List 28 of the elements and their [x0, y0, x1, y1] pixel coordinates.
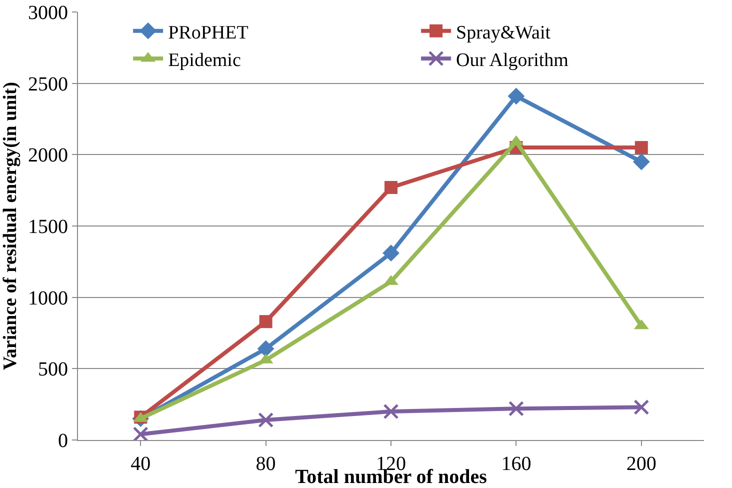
y-tick-label: 2000 — [28, 144, 68, 167]
point — [258, 412, 274, 428]
point — [508, 400, 524, 416]
y-axis-title: Variance of residual energy(in unit) — [0, 82, 21, 370]
x-tick-label: 40 — [130, 453, 151, 475]
point — [632, 153, 650, 170]
point — [508, 88, 525, 105]
y-tick-label: 3000 — [28, 2, 68, 24]
point — [259, 315, 272, 328]
y-tick-label: 0 — [58, 430, 68, 452]
x-tick-label: 160 — [501, 453, 532, 475]
y-tick-label: 1500 — [28, 216, 68, 238]
x-tick-label: 80 — [256, 453, 276, 475]
x-tick-label: 200 — [626, 453, 656, 475]
point — [257, 340, 274, 358]
point — [383, 404, 399, 420]
point — [132, 426, 148, 440]
legend-label: Our Algorithm — [456, 50, 569, 71]
legend-label: Spray&Wait — [456, 22, 552, 44]
legend-label: PRoPHET — [168, 22, 249, 44]
y-tick-label: 500 — [38, 358, 68, 381]
point — [384, 180, 398, 194]
point — [634, 399, 650, 415]
point — [382, 244, 400, 262]
point — [634, 141, 648, 154]
legend-label: Epidemic — [168, 50, 241, 71]
y-tick-label: 2500 — [28, 73, 68, 96]
y-tick-label: 1000 — [28, 287, 68, 310]
